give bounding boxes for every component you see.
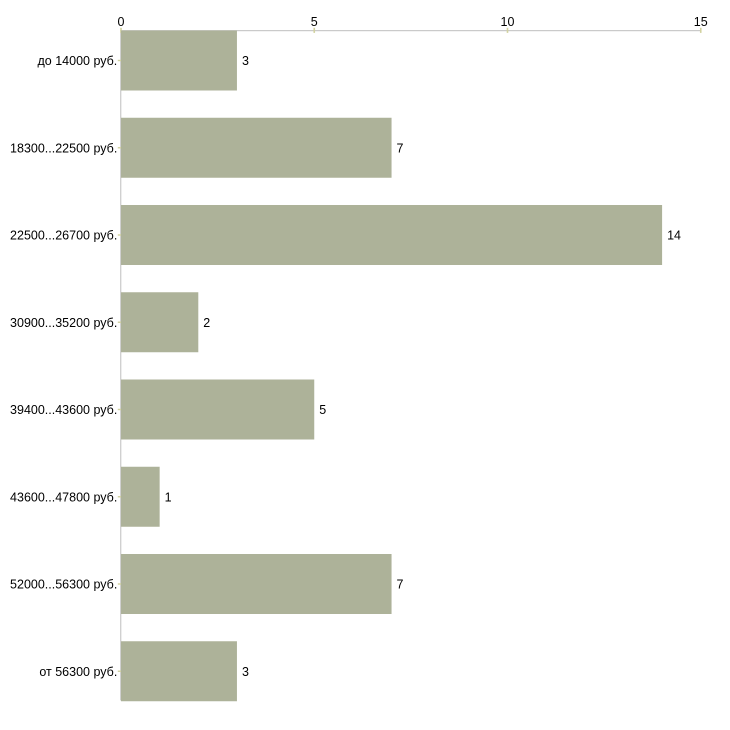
svg-text:до 14000 руб.: до 14000 руб. [38,54,118,68]
svg-text:18300...22500 руб.: 18300...22500 руб. [10,141,117,155]
svg-text:5: 5 [319,403,326,417]
svg-text:52000...56300 руб.: 52000...56300 руб. [10,578,117,592]
svg-text:5: 5 [311,15,318,29]
svg-text:22500...26700 руб.: 22500...26700 руб. [10,229,117,243]
svg-text:3: 3 [242,665,249,679]
svg-text:7: 7 [397,578,404,592]
svg-text:15: 15 [694,15,708,29]
svg-text:3: 3 [242,54,249,68]
svg-text:10: 10 [501,15,515,29]
svg-text:30900...35200 руб.: 30900...35200 руб. [10,316,117,330]
svg-text:2: 2 [203,316,210,330]
svg-text:0: 0 [118,15,125,29]
svg-text:от 56300 руб.: от 56300 руб. [39,665,117,679]
svg-text:7: 7 [397,141,404,155]
svg-text:1: 1 [165,490,172,504]
svg-text:14: 14 [667,229,681,243]
svg-text:39400...43600 руб.: 39400...43600 руб. [10,403,117,417]
svg-text:43600...47800 руб.: 43600...47800 руб. [10,490,117,504]
